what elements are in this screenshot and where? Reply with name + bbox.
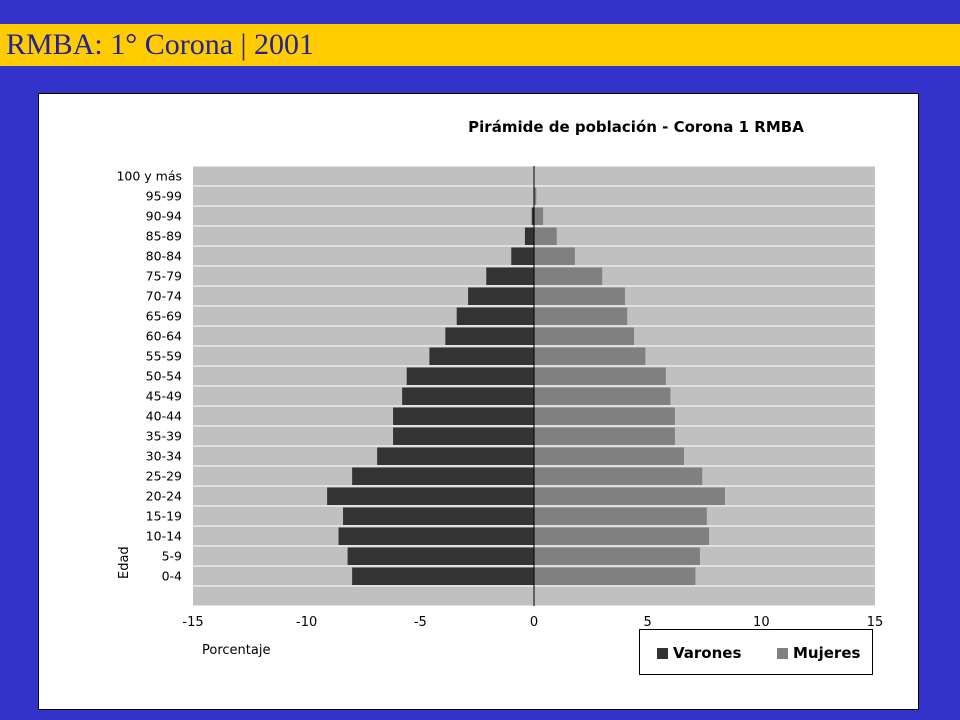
x-tick-label: -10 — [296, 615, 317, 630]
title-bar: RMBA: 1° Corona | 2001 — [0, 24, 960, 66]
y-tick-label: 70-74 — [146, 289, 182, 304]
x-tick-label: 5 — [644, 615, 652, 630]
bar-mujeres-50-54 — [534, 367, 666, 385]
bar-mujeres-55-59 — [534, 347, 646, 365]
y-tick-label: 55-59 — [146, 349, 182, 364]
y-tick-label: 45-49 — [146, 389, 182, 404]
y-tick-label: 40-44 — [146, 409, 182, 424]
bar-mujeres-65-69 — [534, 307, 628, 325]
bar-mujeres-35-39 — [534, 427, 675, 445]
bar-mujeres-70-74 — [534, 287, 625, 305]
bar-varones-45-49 — [402, 387, 534, 405]
bar-mujeres-30-34 — [534, 447, 685, 465]
legend-swatch-varones — [657, 647, 668, 659]
population-pyramid-chart: 0-4 5-9 10-14 15-19 20-24 25-29 30-34 35-39 40-4… — [116, 118, 883, 658]
bar-varones-90-94 — [531, 207, 534, 225]
bar-varones-0-4 — [352, 567, 534, 585]
legend-swatch-mujeres — [777, 647, 788, 659]
bar-mujeres-45-49 — [534, 387, 671, 405]
bar-varones-85-89 — [524, 227, 534, 245]
y-tick-label: 25-29 — [146, 469, 182, 484]
x-tick-label: 10 — [753, 615, 770, 630]
y-tick-label: 85-89 — [146, 229, 182, 244]
legend-item-mujeres: Mujeres — [777, 644, 860, 662]
y-tick-label: 90-94 — [146, 209, 182, 224]
chart-panel: 0-4 5-9 10-14 15-19 20-24 25-29 30-34 35-39 40-4… — [38, 93, 919, 710]
bar-mujeres-15-19 — [534, 507, 707, 525]
bar-varones-20-24 — [327, 487, 534, 505]
bar-varones-10-14 — [338, 527, 534, 545]
bar-varones-75-79 — [486, 267, 534, 285]
y-tick-labels: 0-4 5-9 10-14 15-19 20-24 25-29 30-34 35-39 40-4… — [116, 169, 182, 584]
bar-varones-30-34 — [377, 447, 534, 465]
y-tick-label: 15-19 — [146, 509, 182, 524]
page-title: RMBA: 1° Corona | 2001 — [6, 28, 315, 61]
legend-label-varones: Varones — [673, 644, 742, 662]
bar-mujeres-85-89 — [534, 227, 557, 245]
y-tick-label: 60-64 — [146, 329, 182, 344]
y-tick-label: 75-79 — [146, 269, 182, 284]
y-tick-label: 50-54 — [146, 369, 182, 384]
legend: Varones Mujeres — [639, 629, 873, 675]
bars — [327, 187, 725, 585]
bar-varones-5-9 — [347, 547, 534, 565]
bar-varones-65-69 — [456, 307, 534, 325]
chart-title: Pirámide de población - Corona 1 RMBA — [468, 118, 804, 136]
x-tick-label: -15 — [182, 615, 203, 630]
x-tick-label: 15 — [867, 615, 884, 630]
x-tick-labels: -15 -10 -5 0 5 10 15 — [182, 615, 883, 630]
bar-varones-35-39 — [393, 427, 534, 445]
bar-mujeres-75-79 — [534, 267, 603, 285]
x-tick-label: -5 — [414, 615, 427, 630]
y-tick-label: 30-34 — [146, 449, 182, 464]
bar-mujeres-80-84 — [534, 247, 575, 265]
y-tick-label: 65-69 — [146, 309, 182, 324]
bar-mujeres-10-14 — [534, 527, 710, 545]
y-tick-label: 35-39 — [146, 429, 182, 444]
bar-mujeres-0-4 — [534, 567, 696, 585]
bar-mujeres-90-94 — [534, 207, 544, 225]
legend-item-varones: Varones — [657, 644, 741, 662]
bar-varones-50-54 — [406, 367, 534, 385]
bar-mujeres-60-64 — [534, 327, 635, 345]
y-tick-label: 95-99 — [146, 189, 182, 204]
bar-mujeres-25-29 — [534, 467, 703, 485]
bar-varones-55-59 — [429, 347, 534, 365]
bar-varones-80-84 — [511, 247, 534, 265]
y-tick-label: 100 y más — [116, 169, 182, 184]
bar-varones-40-44 — [393, 407, 534, 425]
bar-mujeres-20-24 — [534, 487, 725, 505]
y-tick-label: 80-84 — [146, 249, 182, 264]
bar-varones-60-64 — [445, 327, 534, 345]
y-tick-label: 20-24 — [146, 489, 182, 504]
y-tick-label: 0-4 — [162, 569, 182, 584]
legend-label-mujeres: Mujeres — [793, 644, 861, 662]
bar-mujeres-40-44 — [534, 407, 675, 425]
x-axis-label: Porcentaje — [202, 643, 270, 658]
bar-varones-25-29 — [352, 467, 534, 485]
y-tick-label: 5-9 — [162, 549, 182, 564]
bar-varones-70-74 — [468, 287, 534, 305]
bar-mujeres-95-99 — [534, 187, 537, 205]
x-tick-label: 0 — [530, 615, 538, 630]
bar-mujeres-5-9 — [534, 547, 700, 565]
y-axis-label: Edad — [117, 546, 132, 579]
y-tick-label: 10-14 — [146, 529, 182, 544]
bar-varones-15-19 — [343, 507, 534, 525]
